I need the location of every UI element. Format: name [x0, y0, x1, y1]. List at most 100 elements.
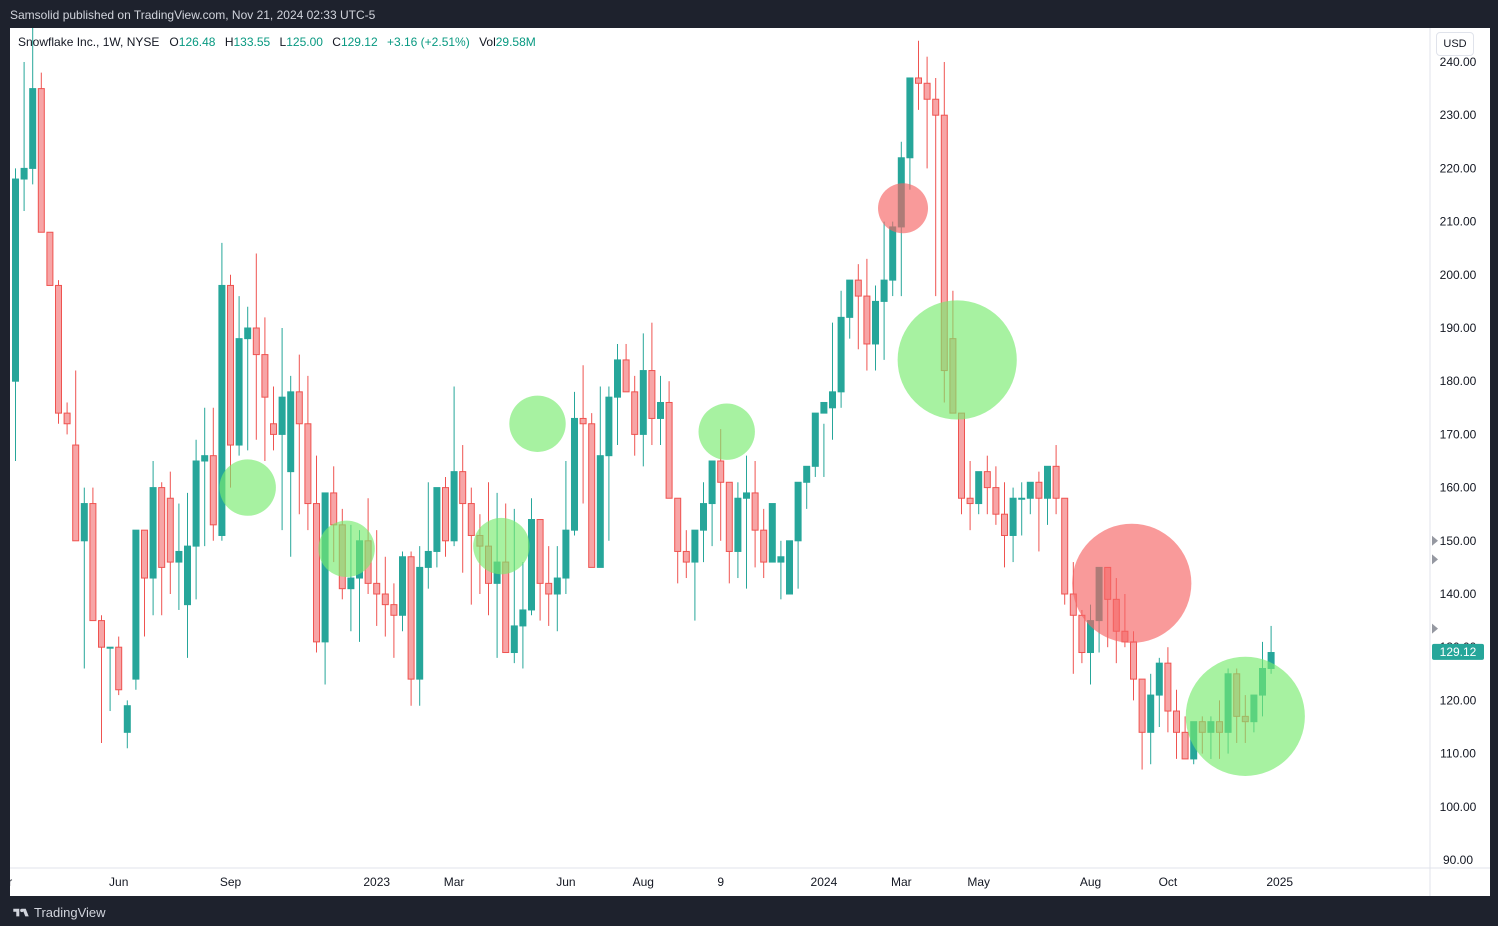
top-bar: Samsolid published on TradingView.com, N…: [0, 0, 1498, 28]
red-highlight-circle: [878, 183, 929, 234]
candle-body: [743, 492, 750, 499]
candle-body: [37, 88, 45, 233]
chart-area[interactable]: 90.00100.00110.00120.00130.00140.00150.0…: [10, 28, 1490, 896]
y-tick-label: 90.00: [1443, 853, 1473, 867]
candle-body: [416, 566, 424, 680]
tradingview-logo[interactable]: TradingView: [12, 905, 106, 920]
candle-body: [829, 391, 836, 409]
candle-body: [218, 284, 226, 536]
x-tick-label: 2023: [363, 875, 390, 889]
candle-body: [304, 423, 312, 505]
candle-body: [1009, 497, 1017, 536]
candle-body: [837, 316, 845, 393]
high-value: 133.55: [233, 35, 271, 49]
candle-body: [519, 609, 527, 627]
y-tick-label: 190.00: [1440, 321, 1477, 335]
candle-body: [811, 412, 819, 467]
candle-body: [1173, 710, 1180, 733]
candle-body: [1052, 465, 1060, 499]
candle-body: [433, 487, 441, 552]
candle-body: [803, 465, 811, 483]
candle-body: [98, 620, 105, 648]
axis-marker-arrow: [1432, 535, 1438, 546]
last-price-label: 129.12: [1440, 645, 1477, 659]
y-tick-label: 240.00: [1440, 55, 1477, 69]
candle-body: [553, 577, 561, 595]
candle-body: [158, 487, 166, 568]
x-tick-label: 9: [717, 875, 724, 889]
x-tick-label: Sep: [220, 875, 242, 889]
candle-body: [648, 370, 656, 419]
candle-body: [72, 444, 80, 542]
candle-body: [1044, 465, 1051, 499]
x-tick-label: Jun: [109, 875, 128, 889]
candle-body: [1181, 731, 1189, 760]
axis-marker-arrow: [1432, 554, 1438, 565]
volume-value: 29.58M: [495, 35, 536, 49]
candle-body: [854, 279, 862, 297]
green-highlight-circle: [897, 300, 1017, 420]
candle-body: [467, 503, 475, 536]
candle-body: [46, 231, 54, 286]
candle-body: [132, 529, 140, 680]
candle-body: [80, 503, 88, 542]
candle-body: [717, 460, 725, 483]
x-tick-label: Oct: [1159, 875, 1178, 889]
candle-body: [665, 401, 673, 499]
candle-body: [1035, 481, 1043, 499]
low-value: 125.00: [286, 35, 323, 49]
candle-body: [89, 503, 97, 622]
candle-body: [614, 359, 621, 398]
last-price-tag: [1432, 643, 1484, 660]
candle-body: [115, 646, 123, 691]
candle-body: [407, 556, 415, 680]
tradingview-icon: [13, 908, 29, 916]
candle-body: [295, 391, 303, 425]
candle-body: [639, 370, 647, 435]
green-highlight-circle: [509, 395, 566, 452]
currency-button[interactable]: USD: [1436, 32, 1474, 56]
candle-body: [820, 401, 828, 414]
candle-body: [424, 550, 432, 568]
y-tick-label: 200.00: [1440, 268, 1477, 282]
close-label: C: [332, 35, 341, 49]
x-tick-label: 2025: [1266, 875, 1293, 889]
publisher-info: Samsolid published on TradingView.com, N…: [10, 8, 376, 22]
candle-body: [278, 396, 286, 435]
x-tick-label: 2024: [811, 875, 838, 889]
open-value: 126.48: [178, 35, 216, 49]
candle-body: [691, 529, 699, 563]
candle-body: [983, 471, 991, 489]
candle-body: [571, 417, 578, 531]
candle-body: [1138, 678, 1146, 733]
candle-body: [175, 550, 183, 563]
candle-body: [63, 412, 71, 425]
candle-body: [760, 529, 768, 563]
candle-body: [751, 492, 759, 531]
candle-body: [1026, 481, 1034, 499]
candle-body: [932, 98, 940, 116]
candle-body: [734, 497, 742, 552]
candles: [12, 28, 1275, 770]
candle-body: [1155, 662, 1163, 696]
candle-body: [442, 487, 449, 542]
candle-body: [192, 460, 200, 547]
candle-body: [12, 178, 19, 382]
candle-body: [510, 625, 518, 654]
x-tick-label: May: [967, 875, 990, 889]
candle-body: [235, 338, 243, 446]
candle-body: [244, 327, 252, 340]
candle-body: [631, 391, 639, 435]
x-tick-label: Jun: [556, 875, 575, 889]
price-chart[interactable]: 90.00100.00110.00120.00130.00140.00150.0…: [10, 28, 1490, 896]
candle-body: [399, 556, 406, 616]
candle-body: [562, 529, 570, 579]
y-tick-label: 230.00: [1440, 108, 1477, 122]
candle-body: [596, 455, 604, 568]
green-highlight-circle: [219, 459, 276, 516]
candle-body: [347, 577, 355, 590]
candle-body: [390, 604, 398, 616]
candle-body: [166, 497, 174, 563]
candle-body: [863, 295, 871, 345]
candle-body: [450, 471, 458, 542]
